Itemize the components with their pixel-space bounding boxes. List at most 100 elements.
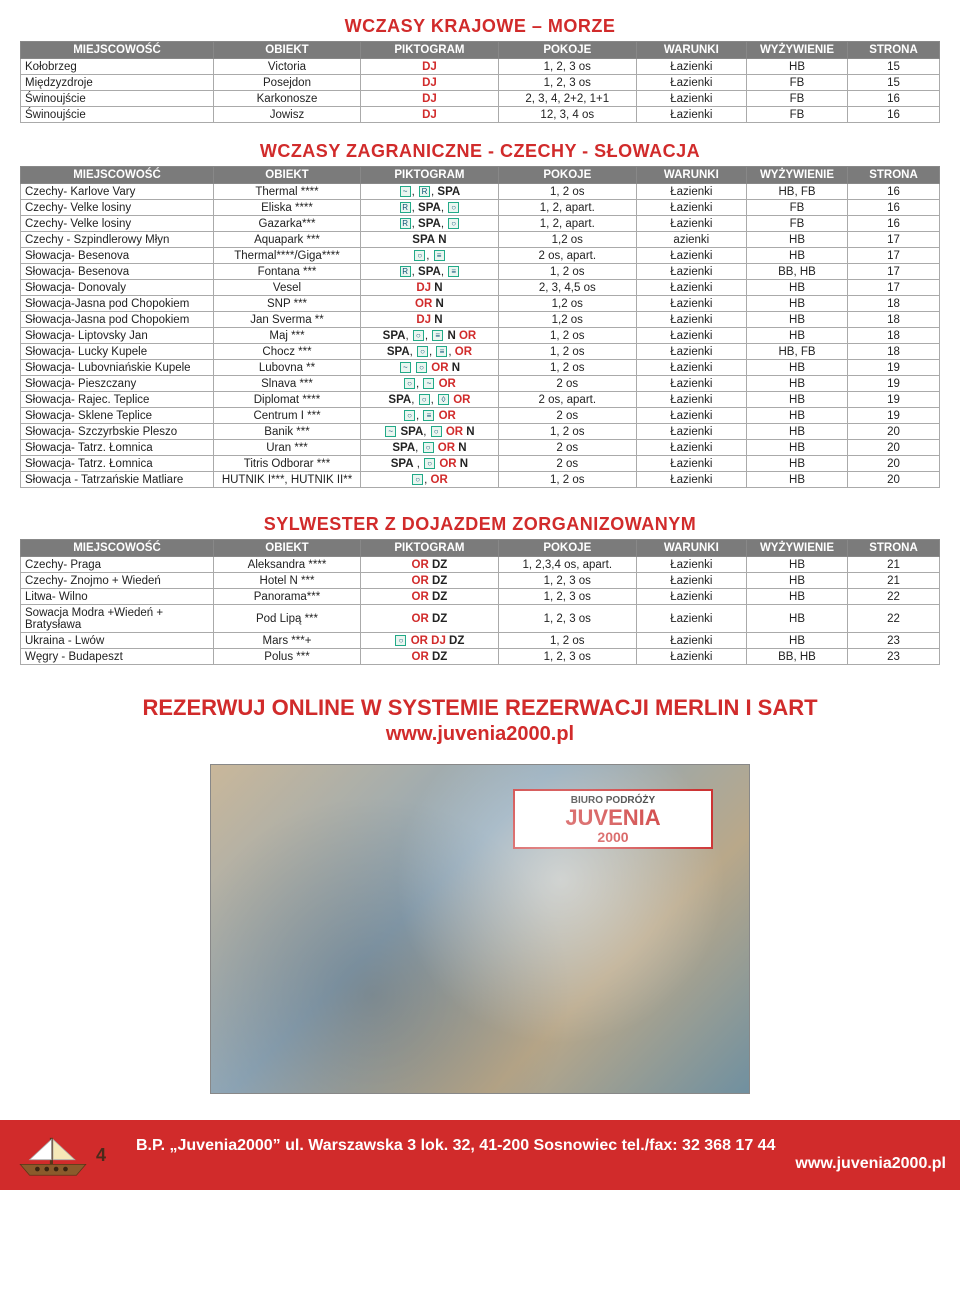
- cell: Łazienki: [636, 557, 746, 573]
- table-row: Węgry - BudapesztPolus ***OR DZ1, 2, 3 o…: [21, 649, 940, 665]
- table-row: Słowacja- Lubovniańskie KupeleLubovna **…: [21, 360, 940, 376]
- table-row: Czechy- Karlove VaryThermal ****~, R, SP…: [21, 184, 940, 200]
- cell: OR DZ: [361, 605, 499, 633]
- cell: 17: [848, 280, 940, 296]
- footer-address: B.P. „Juvenia2000” ul. Warszawska 3 lok.…: [136, 1137, 946, 1155]
- table-row: Czechy- Velke losinyGazarka***R, SPA, ○1…: [21, 216, 940, 232]
- cell: Słowacja- Szczyrbskie Pleszo: [21, 424, 214, 440]
- cell: 1, 2, 3 os: [498, 649, 636, 665]
- table-row: Słowacja- Lucky KupeleChocz ***SPA, ○, ≡…: [21, 344, 940, 360]
- footer-url[interactable]: www.juvenia2000.pl: [136, 1155, 946, 1173]
- cell: 20: [848, 456, 940, 472]
- table-row: Sowacja Modra +Wiedeń + BratysławaPod Li…: [21, 605, 940, 633]
- cell: Eliska ****: [213, 200, 360, 216]
- cell: HB: [746, 376, 847, 392]
- cell: HB: [746, 360, 847, 376]
- cell: 1, 2, 3 os: [498, 573, 636, 589]
- table-row: Słowacja- Tatrz. ŁomnicaTitris Odborar *…: [21, 456, 940, 472]
- cell: ~ SPA, ○ OR N: [361, 424, 499, 440]
- cell: 2 os, apart.: [498, 392, 636, 408]
- cell: Hotel N ***: [213, 573, 360, 589]
- cell: 1,2 os: [498, 296, 636, 312]
- cell: Słowacja- Sklene Teplice: [21, 408, 214, 424]
- cell: 17: [848, 264, 940, 280]
- cell: Słowacja- Lucky Kupele: [21, 344, 214, 360]
- cell: ○, ≡ OR: [361, 408, 499, 424]
- cell: 15: [848, 75, 940, 91]
- cell: Świnoujście: [21, 91, 214, 107]
- cell: DJ N: [361, 312, 499, 328]
- cell: 16: [848, 91, 940, 107]
- table-row: Słowacja- BesenovaFontana ***R, SPA, ≡1,…: [21, 264, 940, 280]
- cell: 1, 2 os: [498, 472, 636, 488]
- cell: OR DZ: [361, 557, 499, 573]
- table-sylwester: MIEJSCOWOŚĆOBIEKTPIKTOGRAMPOKOJEWARUNKIW…: [20, 539, 940, 665]
- col-header: OBIEKT: [213, 42, 360, 59]
- cell: Świnoujście: [21, 107, 214, 123]
- cell: Łazienki: [636, 184, 746, 200]
- page-number: 4: [96, 1145, 136, 1166]
- cell: 23: [848, 633, 940, 649]
- footer-bar: 4 B.P. „Juvenia2000” ul. Warszawska 3 lo…: [0, 1120, 960, 1190]
- cell: 1, 2, apart.: [498, 200, 636, 216]
- cell: Uran ***: [213, 440, 360, 456]
- cell: HB: [746, 456, 847, 472]
- cell: Aquapark ***: [213, 232, 360, 248]
- cell: FB: [746, 107, 847, 123]
- col-header: WARUNKI: [636, 42, 746, 59]
- col-header: PIKTOGRAM: [361, 42, 499, 59]
- cell: Karkonosze: [213, 91, 360, 107]
- cell: DJ N: [361, 280, 499, 296]
- office-photo: BIURO PODRÓŻY JUVENIA 2000: [210, 764, 750, 1094]
- cell: HB: [746, 440, 847, 456]
- table-krajowe: MIEJSCOWOŚĆOBIEKTPIKTOGRAMPOKOJEWARUNKIW…: [20, 41, 940, 123]
- cell: 1, 2 os: [498, 328, 636, 344]
- cell: 19: [848, 360, 940, 376]
- table-row: Słowacja- Szczyrbskie PleszoBanik ***~ S…: [21, 424, 940, 440]
- cell: Banik ***: [213, 424, 360, 440]
- cell: Ukraina - Lwów: [21, 633, 214, 649]
- cell: 18: [848, 328, 940, 344]
- cell: SPA, ○, ◊ OR: [361, 392, 499, 408]
- cell: Łazienki: [636, 573, 746, 589]
- cell: HB: [746, 296, 847, 312]
- cell: FB: [746, 200, 847, 216]
- title-sylwester: SYLWESTER Z DOJAZDEM ZORGANIZOWANYM: [20, 514, 940, 535]
- cell: Pod Lipą ***: [213, 605, 360, 633]
- cell: 18: [848, 344, 940, 360]
- cell: Łazienki: [636, 589, 746, 605]
- col-header: POKOJE: [498, 540, 636, 557]
- cell: FB: [746, 91, 847, 107]
- cell: Centrum I ***: [213, 408, 360, 424]
- cell: 22: [848, 589, 940, 605]
- cell: 21: [848, 573, 940, 589]
- cell: Łazienki: [636, 264, 746, 280]
- col-header: POKOJE: [498, 167, 636, 184]
- cell: 20: [848, 440, 940, 456]
- cell: Łazienki: [636, 392, 746, 408]
- table-zagraniczne: MIEJSCOWOŚĆOBIEKTPIKTOGRAMPOKOJEWARUNKIW…: [20, 166, 940, 488]
- cell: Łazienki: [636, 472, 746, 488]
- cell: 2 os, apart.: [498, 248, 636, 264]
- booking-url[interactable]: www.juvenia2000.pl: [20, 723, 940, 746]
- cell: HB: [746, 312, 847, 328]
- cell: Łazienki: [636, 360, 746, 376]
- cell: 1, 2, 3 os: [498, 605, 636, 633]
- cell: Łazienki: [636, 75, 746, 91]
- photo-sign-top: BIURO PODRÓŻY: [515, 795, 711, 806]
- table-row: Słowacja- Sklene TepliceCentrum I ***○, …: [21, 408, 940, 424]
- cell: Aleksandra ****: [213, 557, 360, 573]
- cell: 1, 2 os: [498, 633, 636, 649]
- cell: Łazienki: [636, 424, 746, 440]
- cell: DJ: [361, 91, 499, 107]
- cell: DJ: [361, 107, 499, 123]
- cell: Słowacja- Tatrz. Łomnica: [21, 456, 214, 472]
- cell: Słowacja- Besenova: [21, 264, 214, 280]
- cell: FB: [746, 216, 847, 232]
- cell: Czechy- Praga: [21, 557, 214, 573]
- cell: Posejdon: [213, 75, 360, 91]
- cell: 23: [848, 649, 940, 665]
- cell: Vesel: [213, 280, 360, 296]
- cell: SPA, ○, ≡ N OR: [361, 328, 499, 344]
- cell: Lubovna **: [213, 360, 360, 376]
